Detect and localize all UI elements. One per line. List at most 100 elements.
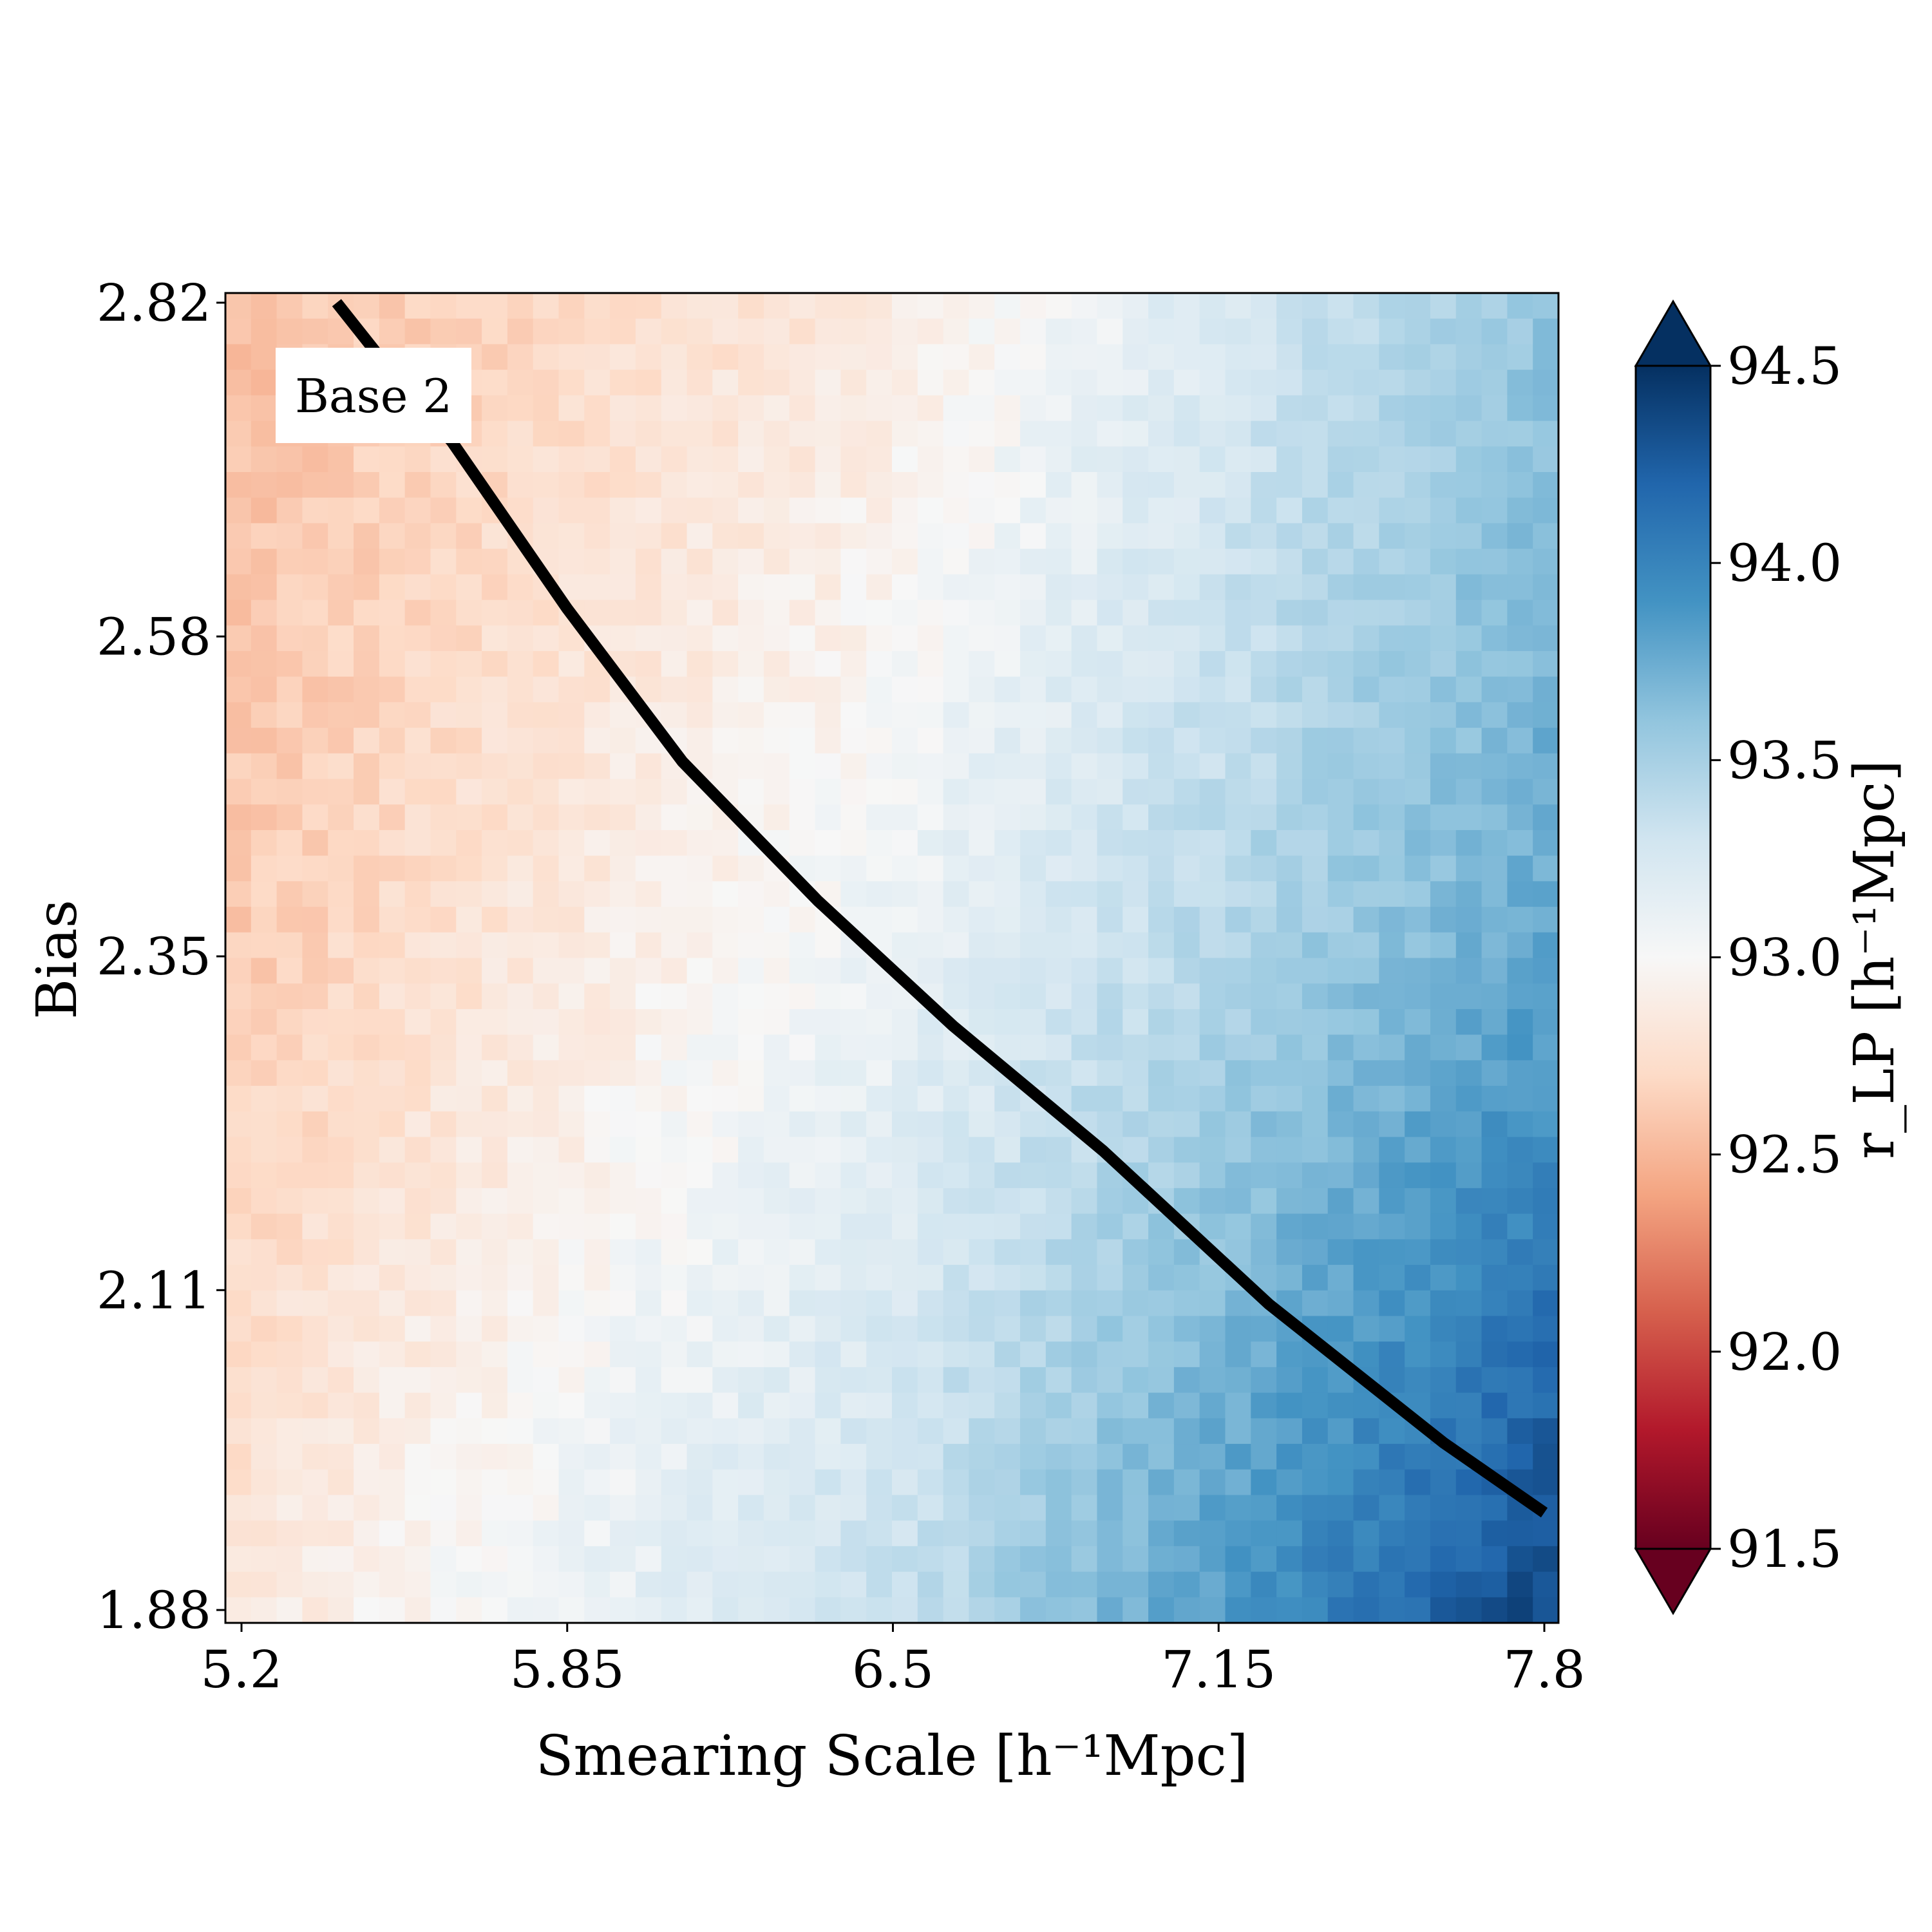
heatmap-cell — [1455, 1367, 1482, 1394]
heatmap-cell — [328, 1060, 354, 1086]
heatmap-cell — [456, 1392, 482, 1419]
heatmap-cell — [251, 728, 278, 754]
heatmap-cell — [1353, 1495, 1380, 1521]
heatmap-cell — [1533, 804, 1559, 831]
colorbar-tick-label: 94.5 — [1727, 336, 1842, 396]
heatmap-cell — [738, 1290, 764, 1317]
heatmap-cell — [866, 1469, 893, 1496]
heatmap-cell — [866, 1367, 893, 1394]
heatmap-cell — [789, 1418, 816, 1444]
heatmap-cell — [1430, 1290, 1457, 1317]
heatmap-cell — [1173, 907, 1200, 933]
heatmap-cell — [994, 318, 1021, 345]
heatmap-cell — [969, 753, 996, 780]
heatmap-cell — [1405, 446, 1431, 473]
heatmap-cell — [943, 344, 970, 370]
heatmap-cell — [763, 1239, 790, 1265]
heatmap-cell — [276, 1060, 303, 1086]
heatmap-cell — [507, 1137, 534, 1163]
heatmap-cell — [1507, 471, 1533, 498]
heatmap-cell — [1199, 1034, 1226, 1061]
heatmap-cell — [969, 728, 996, 754]
heatmap-cell — [302, 1086, 329, 1112]
heatmap-cell — [917, 1137, 944, 1163]
heatmap-cell — [302, 804, 329, 831]
heatmap-cell — [969, 1597, 996, 1624]
heatmap-cell — [1379, 907, 1405, 933]
heatmap-cell — [1199, 1316, 1226, 1342]
heatmap-cell — [1533, 1137, 1559, 1163]
heatmap-cell — [1379, 1290, 1405, 1317]
heatmap-cell — [763, 421, 790, 448]
heatmap-cell — [1276, 574, 1303, 601]
heatmap-cell — [763, 318, 790, 345]
heatmap-cell — [789, 650, 816, 677]
heatmap-cell — [1405, 1188, 1431, 1215]
heatmap-cell — [815, 600, 842, 627]
heatmap-cell — [712, 1034, 739, 1061]
heatmap-cell — [1379, 1188, 1405, 1215]
heatmap-cell — [1122, 650, 1149, 677]
heatmap-cell — [1122, 1367, 1149, 1394]
heatmap-cell — [1327, 702, 1354, 728]
heatmap-cell — [1353, 600, 1380, 627]
heatmap-cell — [1302, 1265, 1329, 1291]
heatmap-cell — [866, 370, 893, 396]
heatmap-cell — [789, 1111, 816, 1138]
heatmap-cell — [763, 1444, 790, 1470]
heatmap-cell — [302, 523, 329, 549]
heatmap-cell — [943, 549, 970, 575]
heatmap-cell — [610, 1034, 636, 1061]
heatmap-cell — [1353, 395, 1380, 422]
heatmap-cell — [738, 497, 764, 524]
heatmap-cell — [1481, 1418, 1508, 1444]
heatmap-cell — [456, 1213, 482, 1240]
heatmap-cell — [482, 1367, 508, 1394]
heatmap-cell — [1173, 983, 1200, 1010]
heatmap-cell — [482, 855, 508, 882]
heatmap-cell — [1020, 1265, 1046, 1291]
heatmap-cell — [1148, 855, 1175, 882]
heatmap-cell — [738, 625, 764, 652]
heatmap-cell — [482, 1213, 508, 1240]
heatmap-cell — [533, 804, 560, 831]
heatmap-cell — [1507, 779, 1533, 806]
heatmap-cell — [1148, 1316, 1175, 1342]
heatmap-cell — [1122, 855, 1149, 882]
heatmap-cell — [1148, 1111, 1175, 1138]
heatmap-cell — [276, 1009, 303, 1036]
heatmap-cell — [1276, 344, 1303, 370]
heatmap-cell — [892, 1597, 918, 1624]
heatmap-cell — [1173, 549, 1200, 575]
heatmap-cell — [533, 1111, 560, 1138]
heatmap-cell — [763, 650, 790, 677]
heatmap-cell — [302, 574, 329, 601]
heatmap-cell — [1071, 1265, 1098, 1291]
heatmap-cell — [1507, 1520, 1533, 1547]
heatmap-cell — [1071, 1571, 1098, 1598]
heatmap-cell — [815, 728, 842, 754]
heatmap-cell — [610, 1571, 636, 1598]
heatmap-cell — [610, 1341, 636, 1368]
heatmap-cell — [1020, 983, 1046, 1010]
heatmap-cell — [1225, 497, 1252, 524]
heatmap-cell — [840, 650, 867, 677]
heatmap-cell — [635, 1469, 662, 1496]
heatmap-cell — [866, 1341, 893, 1368]
heatmap-cell — [1533, 676, 1559, 703]
heatmap-cell — [917, 1316, 944, 1342]
heatmap-cell — [1481, 1546, 1508, 1573]
heatmap-cell — [789, 983, 816, 1010]
heatmap-cell — [1481, 549, 1508, 575]
heatmap-cell — [276, 1162, 303, 1189]
heatmap-cell — [610, 1213, 636, 1240]
heatmap-cell — [533, 1213, 560, 1240]
heatmap-cell — [1148, 881, 1175, 907]
heatmap-cell — [1173, 1520, 1200, 1547]
heatmap-cell — [1405, 1086, 1431, 1112]
heatmap-cell — [1148, 1571, 1175, 1598]
heatmap-cell — [789, 395, 816, 422]
heatmap-cell — [328, 1239, 354, 1265]
heatmap-cell — [610, 1137, 636, 1163]
heatmap-cell — [815, 1367, 842, 1394]
